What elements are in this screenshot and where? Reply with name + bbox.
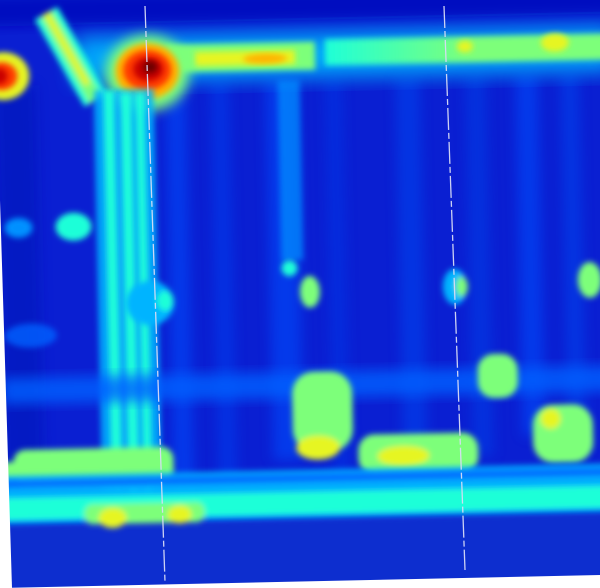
lower-band xyxy=(0,513,600,588)
corner-fill-bottom xyxy=(0,575,600,588)
marker-line-right xyxy=(443,5,466,571)
marker-line-left xyxy=(144,5,166,583)
marker-lines xyxy=(144,5,466,583)
scatter-spots xyxy=(4,212,600,348)
left-edge-spot xyxy=(0,52,30,101)
lower-features xyxy=(3,353,594,486)
top-dark-band xyxy=(0,0,600,27)
top-signal-band xyxy=(74,25,600,83)
corner-fill-left xyxy=(0,200,12,588)
diagonal-stroke xyxy=(34,6,108,107)
lower-signal-band xyxy=(3,463,600,528)
